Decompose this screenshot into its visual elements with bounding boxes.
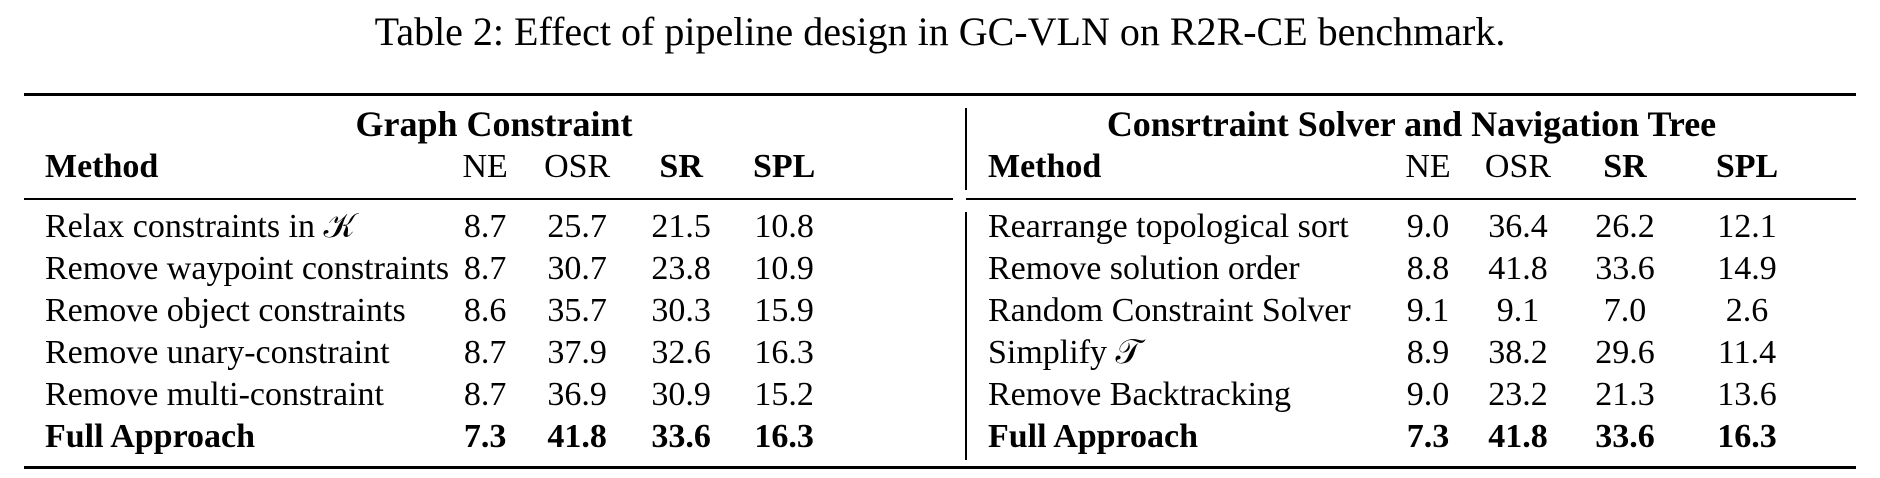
sr-cell: 21.5 <box>651 208 711 245</box>
osr-cell: 25.7 <box>547 208 607 245</box>
table-row: Remove multi-constraint 8.7 36.9 30.9 15… <box>45 374 839 416</box>
method-cell: Rearrange topological sort <box>988 208 1349 245</box>
column-divider-body <box>965 212 967 460</box>
ne-cell: 8.7 <box>463 250 507 287</box>
table-row: Remove waypoint constraints 8.7 30.7 23.… <box>45 248 839 290</box>
header-method: Method <box>45 148 159 185</box>
table-row: Remove Backtracking 9.0 23.2 21.3 13.6 <box>988 374 1816 416</box>
osr-cell: 41.8 <box>1488 250 1548 287</box>
table-row: Random Constraint Solver 9.1 9.1 7.0 2.6 <box>988 290 1816 332</box>
sr-cell: 21.3 <box>1595 376 1655 413</box>
table-row: Remove object constraints 8.6 35.7 30.3 … <box>45 290 839 332</box>
osr-cell: 41.8 <box>1488 418 1548 455</box>
sr-cell: 32.6 <box>651 334 711 371</box>
method-cell: Relax constraints in 𝒦 <box>45 208 356 245</box>
method-cell: Remove multi-constraint <box>45 376 384 413</box>
ne-cell: 8.9 <box>1406 334 1450 371</box>
spl-cell: 15.9 <box>754 292 814 329</box>
table-row-full-approach: Full Approach 7.3 41.8 33.6 16.3 <box>988 416 1816 458</box>
ne-cell: 7.3 <box>463 418 507 455</box>
table-row: Simplify 𝒯 8.9 38.2 29.6 11.4 <box>988 332 1816 374</box>
table-caption: Table 2: Effect of pipeline design in GC… <box>374 9 1506 54</box>
method-cell: Remove Backtracking <box>988 376 1292 413</box>
table-row: Remove unary-constraint 8.7 37.9 32.6 16… <box>45 332 839 374</box>
table-row: Relax constraints in 𝒦 8.7 25.7 21.5 10.… <box>45 206 839 248</box>
ne-cell: 8.7 <box>463 376 507 413</box>
header-spl: SPL <box>1715 148 1779 185</box>
method-cell: Random Constraint Solver <box>988 292 1351 329</box>
spl-cell: 11.4 <box>1717 334 1777 371</box>
spl-cell: 13.6 <box>1717 376 1777 413</box>
sr-cell: 26.2 <box>1595 208 1655 245</box>
bottom-rule <box>24 466 1856 469</box>
method-cell: Full Approach <box>45 418 256 455</box>
method-cell: Remove waypoint constraints <box>45 250 450 287</box>
spl-cell: 16.3 <box>1717 418 1777 455</box>
sr-cell: 33.6 <box>1595 418 1655 455</box>
osr-cell: 36.4 <box>1488 208 1548 245</box>
ne-cell: 9.1 <box>1406 292 1450 329</box>
spl-cell: 14.9 <box>1717 250 1777 287</box>
spl-cell: 10.9 <box>754 250 814 287</box>
group-title-solver-tree: Consrtraint Solver and Navigation Tree <box>1106 104 1717 144</box>
method-cell: Remove solution order <box>988 250 1300 287</box>
header-osr: OSR <box>544 148 611 185</box>
table-row: Remove solution order 8.8 41.8 33.6 14.9 <box>988 248 1816 290</box>
top-rule <box>24 93 1856 96</box>
method-cell: Full Approach <box>988 418 1199 455</box>
method-cell: Simplify 𝒯 <box>988 334 1142 371</box>
header-rule-right <box>966 198 1856 200</box>
osr-cell: 35.7 <box>547 292 607 329</box>
ne-cell: 9.0 <box>1406 208 1450 245</box>
spl-cell: 12.1 <box>1717 208 1777 245</box>
column-divider-header <box>965 108 967 190</box>
sr-cell: 33.6 <box>651 418 711 455</box>
ne-cell: 8.7 <box>463 208 507 245</box>
header-ne: NE <box>462 148 508 185</box>
spl-cell: 15.2 <box>754 376 814 413</box>
osr-cell: 37.9 <box>547 334 607 371</box>
header-rule-left <box>24 198 953 200</box>
sr-cell: 29.6 <box>1595 334 1655 371</box>
solver-navigation-tree-table: Method NE OSR SR SPL Rearrange topologic… <box>988 145 1816 458</box>
method-cell: Remove unary-constraint <box>45 334 390 371</box>
header-row: Method NE OSR SR SPL <box>45 145 839 189</box>
ne-cell: 8.7 <box>463 334 507 371</box>
osr-cell: 41.8 <box>547 418 607 455</box>
ne-cell: 8.6 <box>463 292 507 329</box>
osr-cell: 9.1 <box>1496 292 1540 329</box>
header-method: Method <box>988 148 1102 185</box>
ne-cell: 9.0 <box>1406 376 1450 413</box>
graph-constraint-table: Method NE OSR SR SPL Relax constraints i… <box>45 145 839 458</box>
header-row: Method NE OSR SR SPL <box>988 145 1816 189</box>
header-ne: NE <box>1405 148 1451 185</box>
spl-cell: 16.3 <box>754 418 814 455</box>
ne-cell: 8.8 <box>1406 250 1450 287</box>
sr-cell: 30.3 <box>651 292 711 329</box>
header-sr: SR <box>1603 148 1647 185</box>
header-osr: OSR <box>1484 148 1552 185</box>
table-row-full-approach: Full Approach 7.3 41.8 33.6 16.3 <box>45 416 839 458</box>
osr-cell: 30.7 <box>547 250 607 287</box>
ne-cell: 7.3 <box>1406 418 1450 455</box>
sr-cell: 30.9 <box>651 376 711 413</box>
header-sr: SR <box>659 148 703 185</box>
sr-cell: 23.8 <box>651 250 711 287</box>
osr-cell: 38.2 <box>1488 334 1548 371</box>
table-row: Rearrange topological sort 9.0 36.4 26.2… <box>988 206 1816 248</box>
sr-cell: 33.6 <box>1595 250 1655 287</box>
osr-cell: 36.9 <box>547 376 607 413</box>
method-cell: Remove object constraints <box>45 292 406 329</box>
osr-cell: 23.2 <box>1488 376 1548 413</box>
group-title-graph-constraint: Graph Constraint <box>355 104 633 144</box>
spl-cell: 2.6 <box>1725 292 1769 329</box>
spl-cell: 10.8 <box>754 208 814 245</box>
spl-cell: 16.3 <box>754 334 814 371</box>
header-spl: SPL <box>752 148 816 185</box>
sr-cell: 7.0 <box>1603 292 1647 329</box>
